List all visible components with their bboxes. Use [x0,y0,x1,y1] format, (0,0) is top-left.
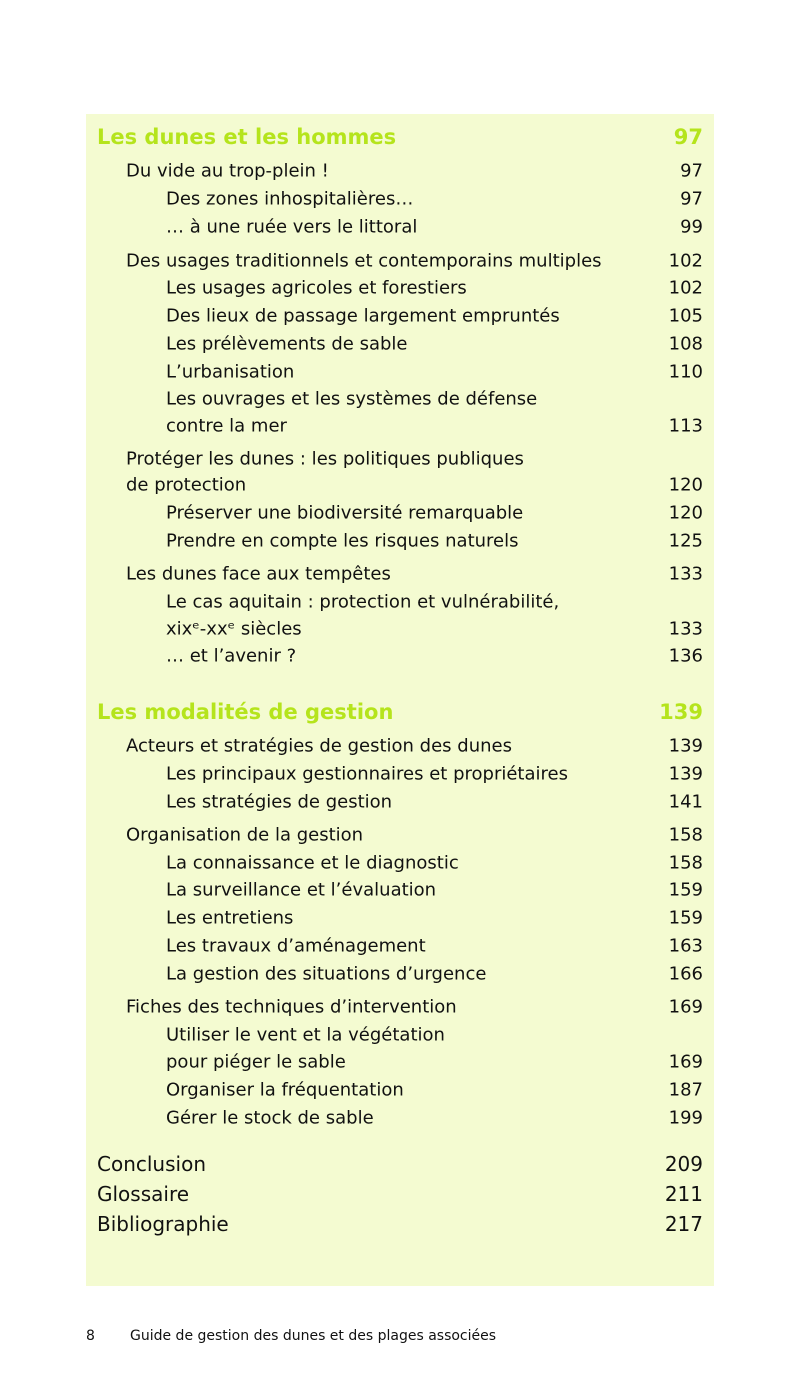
entry-page-number: 97 [673,125,703,149]
entry-page-number: 141 [668,791,703,813]
entry-title: Bibliographie [97,1212,229,1236]
table-of-contents: Les dunes et les hommes 97 Du vide au trop… [86,114,714,1286]
entry-title: Les modalités de gestion [97,700,394,724]
entry-title: Utiliser le vent et la végétation [166,1024,445,1046]
entry-title: Organisation de la gestion [126,824,364,846]
book-title: Guide de gestion des dunes et des plages… [130,1328,497,1344]
entry-title: Préserver une biodiversité remarquable [166,502,524,524]
entry-title: de protection [126,474,247,496]
entry-page-number: 139 [659,700,703,724]
entry-page-number: 136 [668,645,703,667]
entry-page-number: 209 [664,1152,703,1176]
entry-page-number: 120 [668,502,703,524]
entry-title: Les prélèvements de sable [166,333,408,355]
entry-title: Les usages agricoles et forestiers [166,277,467,299]
entry-title: La surveillance et l’évaluation [166,879,437,901]
entry-title: Des lieux de passage largement empruntés [166,305,560,327]
entry-page-number: 125 [668,530,703,552]
entry-page-number: 105 [668,305,703,327]
entry-title: Les dunes et les hommes [97,125,397,149]
entry-title: Fiches des techniques d’intervention [126,996,457,1018]
entry-title: Acteurs et stratégies de gestion des dun… [126,735,512,757]
entry-title: Protéger les dunes : les politiques publ… [126,448,524,470]
entry-page-number: 97 [680,188,703,210]
entry-page-number: 113 [668,415,703,437]
entry-title: Des usages traditionnels et contemporain… [126,250,602,272]
entry-title: Les stratégies de gestion [166,791,393,813]
entry-page-number: 139 [668,763,703,785]
entry-title: Gérer le stock de sable [166,1107,374,1129]
entry-page-number: 163 [668,935,703,957]
entry-title: La connaissance et le diagnostic [166,852,459,874]
entry-title: contre la mer [166,415,287,437]
entry-page-number: 97 [680,160,703,182]
entry-title: … et l’avenir ? [166,645,297,667]
entry-page-number: 102 [668,277,703,299]
entry-page-number: 99 [680,216,703,238]
entry-page-number: 217 [664,1212,703,1236]
entry-page-number: 133 [668,563,703,585]
entry-title: Glossaire [97,1182,190,1206]
entry-page-number: 120 [668,474,703,496]
entry-title: … à une ruée vers le littoral [166,216,418,238]
entry-title: Conclusion [97,1152,206,1176]
entry-page-number: 158 [668,824,703,846]
entry-title: Les ouvrages et les systèmes de défense [166,388,538,410]
entry-page-number: 169 [668,996,703,1018]
entry-page-number: 139 [668,735,703,757]
entry-page-number: 166 [668,963,703,985]
entry-title: L’urbanisation [166,361,295,383]
entry-title: Le cas aquitain : protection et vulnérab… [166,591,560,613]
entry-page-number: 187 [668,1079,703,1101]
entry-page-number: 102 [668,250,703,272]
entry-title: Prendre en compte les risques naturels [166,530,519,552]
entry-title: pour piéger le sable [166,1051,346,1073]
entry-title: Les principaux gestionnaires et propriét… [166,763,568,785]
entry-title: Les dunes face aux tempêtes [126,563,391,585]
entry-title: Du vide au trop-plein ! [126,160,329,182]
entry-page-number: 199 [668,1107,703,1129]
entry-page-number: 159 [668,879,703,901]
entry-page-number: 133 [668,618,703,640]
entry-page-number: 108 [668,333,703,355]
entry-title: La gestion des situations d’urgence [166,963,487,985]
entry-title: Des zones inhospitalières… [166,188,414,210]
entry-title: Organiser la fréquentation [166,1079,404,1101]
entry-title: Les travaux d’aménagement [166,935,426,957]
page-number: 8 [86,1328,95,1344]
entry-page-number: 211 [664,1182,703,1206]
entry-page-number: 169 [668,1051,703,1073]
entry-page-number: 110 [668,361,703,383]
entry-title: Les entretiens [166,907,294,929]
entry-title: xixᵉ-xxᵉ siècles [166,618,302,640]
entry-page-number: 159 [668,907,703,929]
entry-page-number: 158 [668,852,703,874]
